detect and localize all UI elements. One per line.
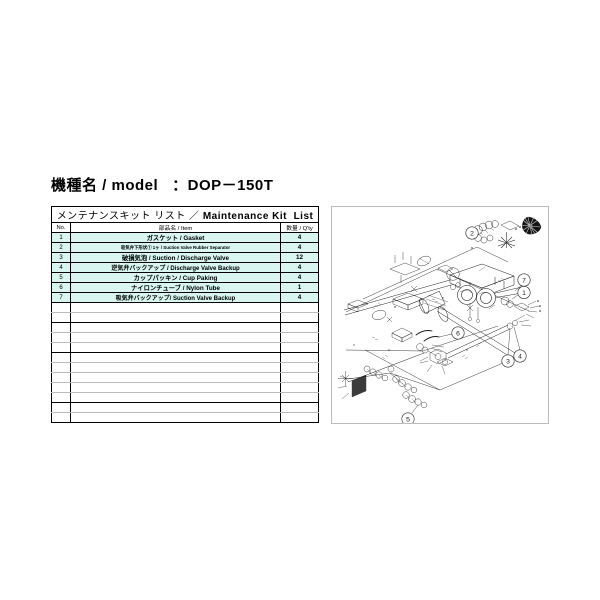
- svg-text:6: 6: [456, 331, 460, 338]
- svg-text:1: 1: [522, 290, 526, 297]
- svg-text:5: 5: [406, 417, 410, 423]
- svg-text:2: 2: [470, 231, 474, 238]
- svg-text:3: 3: [506, 359, 510, 366]
- svg-text:4: 4: [518, 354, 522, 361]
- svg-text:7: 7: [522, 278, 526, 285]
